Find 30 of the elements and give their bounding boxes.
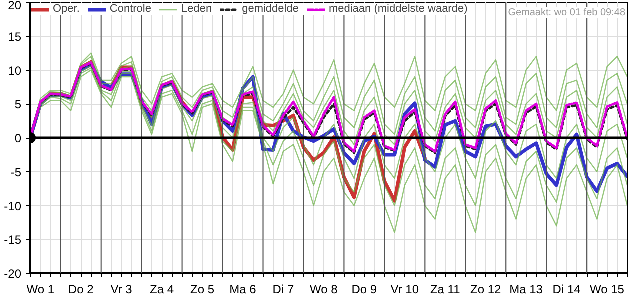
x-tick-label: Zo 12 — [470, 282, 502, 296]
x-tick-label: Do 9 — [352, 282, 378, 296]
x-tick-label: Di 7 — [272, 282, 294, 296]
legend-label: Oper. — [53, 3, 80, 15]
x-tick-label: Vr 10 — [390, 282, 420, 296]
x-tick-label: Zo 5 — [190, 282, 215, 296]
y-tick-label: 10 — [8, 64, 22, 78]
y-tick-label: 5 — [14, 98, 22, 112]
y-tick-label: -5 — [10, 165, 22, 180]
x-tick-label: Vr 3 — [110, 282, 133, 296]
legend-label: Leden — [181, 3, 212, 15]
x-tick-label: Ma 13 — [510, 282, 544, 296]
y-tick-label: 20 — [8, 0, 22, 12]
legend-label: Controle — [110, 3, 152, 15]
annotation: Gemaakt: wo 01 feb 09:48 — [508, 8, 626, 18]
y-tick-label: 0 — [14, 132, 22, 146]
x-tick-label: Di 14 — [552, 282, 582, 296]
y-tick-label: -10 — [4, 199, 22, 214]
legend-label: gemiddelde — [242, 3, 299, 15]
x-tick-label: Wo 8 — [310, 282, 338, 296]
x-tick-label: Za 4 — [150, 282, 174, 296]
x-tick-label: Wo 1 — [26, 282, 55, 296]
y-tick-label: -15 — [4, 233, 22, 248]
x-tick-label: Za 11 — [430, 282, 461, 296]
y-tick-label: 15 — [8, 30, 22, 44]
x-tick-label: Do 2 — [68, 282, 94, 296]
y-tick-label: -20 — [4, 267, 22, 281]
x-tick-label: Ma 6 — [230, 282, 257, 296]
x-tick-label: Wo 15 — [590, 282, 625, 296]
legend-label: mediaan (middelste waarde) — [328, 3, 468, 15]
